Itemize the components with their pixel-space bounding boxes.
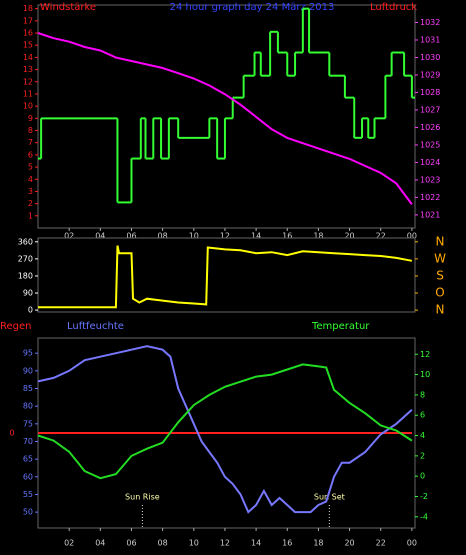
data-line bbox=[38, 245, 413, 309]
y2-axis-label: Luftdruck bbox=[370, 2, 417, 13]
y-tick-label: 5 bbox=[28, 163, 33, 172]
y-tick-label: 95 bbox=[23, 349, 33, 358]
y-tick-label: 70 bbox=[23, 437, 33, 446]
y-tick-label: 18 bbox=[23, 4, 33, 13]
x-tick-label: 06 bbox=[126, 232, 136, 241]
x-tick-label: 04 bbox=[95, 232, 105, 241]
y-tick-label: 10 bbox=[23, 102, 33, 111]
y-tick-label: 90 bbox=[23, 366, 33, 375]
y2-tick-label: S bbox=[436, 268, 444, 282]
x-tick-label: 22 bbox=[376, 232, 386, 241]
y-tick-label: 15 bbox=[23, 41, 33, 50]
x-tick-label: 14 bbox=[251, 539, 261, 548]
x-tick-label: 12 bbox=[220, 232, 230, 241]
y-tick-label: 270 bbox=[18, 254, 33, 263]
data-line bbox=[37, 363, 413, 480]
y-tick-label: 50 bbox=[23, 508, 33, 517]
y2-tick-label: 1031 bbox=[420, 35, 440, 44]
y2-tick-label: -2 bbox=[420, 492, 428, 501]
y2-tick-label: W bbox=[434, 251, 446, 265]
data-line bbox=[37, 32, 413, 205]
y2-tick-label: 2 bbox=[420, 451, 425, 460]
y2-tick-label: 1023 bbox=[420, 175, 440, 184]
chart-title: 24 hour graph day 24 März 2013 bbox=[170, 2, 335, 13]
y2-tick-label: 1026 bbox=[420, 123, 440, 132]
y2-tick-label: 4 bbox=[420, 431, 425, 440]
y2-tick-label: N bbox=[436, 303, 445, 317]
y2-tick-label: 1032 bbox=[420, 18, 440, 27]
y-tick-label: 85 bbox=[23, 384, 33, 393]
y2-tick-label: -4 bbox=[420, 512, 428, 521]
y2-axis-label: Temperatur bbox=[311, 321, 370, 332]
x-tick-label: 02 bbox=[64, 232, 74, 241]
y2-tick-label: 1024 bbox=[420, 158, 440, 167]
y2-tick-label: O bbox=[435, 286, 444, 300]
y-tick-label: 60 bbox=[23, 472, 33, 481]
y2-tick-label: 1028 bbox=[420, 88, 440, 97]
y2-tick-label: 8 bbox=[420, 390, 425, 399]
x-tick-label: 04 bbox=[95, 539, 105, 548]
y2-tick-label: 1029 bbox=[420, 70, 440, 79]
x-tick-label: 20 bbox=[344, 539, 354, 548]
y-tick-label: 75 bbox=[23, 419, 33, 428]
y-axis-label: Windstärke bbox=[40, 2, 96, 13]
y2-tick-label: 1025 bbox=[420, 140, 440, 149]
x-tick-label: 14 bbox=[251, 232, 261, 241]
y3-axis-label: Regen bbox=[0, 321, 32, 332]
plot-frame bbox=[37, 237, 416, 313]
y-tick-label: 3 bbox=[28, 187, 33, 196]
y-axis-label: Luftfeuchte bbox=[67, 321, 124, 332]
y2-tick-label: 10 bbox=[420, 370, 430, 379]
x-tick-label: 12 bbox=[220, 539, 230, 548]
y-tick-label: 6 bbox=[28, 150, 33, 159]
y2-tick-label: 1021 bbox=[420, 210, 440, 219]
x-tick-label: 06 bbox=[126, 539, 136, 548]
y2-tick-label: 6 bbox=[420, 411, 425, 420]
y-tick-label: 80 bbox=[23, 402, 33, 411]
y-tick-label: 1 bbox=[28, 211, 33, 220]
y-tick-label: 55 bbox=[23, 490, 33, 499]
annotation: Sun Rise bbox=[125, 493, 160, 502]
x-tick-label: 08 bbox=[158, 232, 168, 241]
y-tick-label: 12 bbox=[23, 77, 33, 86]
y-tick-label: 65 bbox=[23, 455, 33, 464]
y2-tick-label: N bbox=[436, 234, 445, 248]
y2-tick-label: 0 bbox=[420, 472, 425, 481]
x-tick-label: 02 bbox=[64, 539, 74, 548]
x-tick-label: 10 bbox=[189, 232, 199, 241]
x-tick-label: 00 bbox=[407, 539, 417, 548]
x-tick-label: 18 bbox=[313, 232, 323, 241]
x-tick-label: 10 bbox=[189, 539, 199, 548]
y-tick-label: 14 bbox=[23, 53, 33, 62]
y-tick-label: 7 bbox=[28, 138, 33, 147]
x-tick-label: 16 bbox=[282, 539, 292, 548]
x-tick-label: 00 bbox=[407, 232, 417, 241]
x-tick-label: 08 bbox=[158, 539, 168, 548]
x-tick-label: 18 bbox=[313, 539, 323, 548]
y-tick-label: 17 bbox=[23, 16, 33, 25]
y-tick-label: 90 bbox=[23, 289, 33, 298]
x-tick-label: 22 bbox=[376, 539, 386, 548]
y2-tick-label: 12 bbox=[420, 350, 430, 359]
y-tick-label: 360 bbox=[18, 237, 33, 246]
y-tick-label: 4 bbox=[28, 175, 33, 184]
y2-tick-label: 1022 bbox=[420, 193, 440, 202]
plot-frame bbox=[37, 4, 416, 229]
y-tick-label: 9 bbox=[28, 114, 33, 123]
y-tick-label: 11 bbox=[23, 89, 33, 98]
y-tick-label: 8 bbox=[28, 126, 33, 135]
y-tick-label: 2 bbox=[28, 199, 33, 208]
x-tick-label: 16 bbox=[282, 232, 292, 241]
y-tick-label: 0 bbox=[28, 306, 33, 315]
y2-tick-label: 1030 bbox=[420, 53, 440, 62]
x-tick-label: 20 bbox=[344, 232, 354, 241]
y-tick-label: 13 bbox=[23, 65, 33, 74]
y2-tick-label: 1027 bbox=[420, 105, 440, 114]
y3-tick-label: 0 bbox=[9, 429, 14, 438]
data-line bbox=[37, 345, 413, 514]
annotation: Sun Set bbox=[314, 493, 345, 502]
y-tick-label: 16 bbox=[23, 29, 33, 38]
y-tick-label: 180 bbox=[18, 271, 33, 280]
